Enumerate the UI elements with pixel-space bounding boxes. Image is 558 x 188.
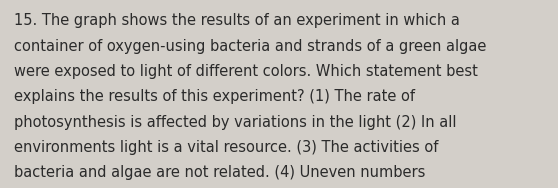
Text: were exposed to light of different colors. Which statement best: were exposed to light of different color…: [14, 64, 478, 79]
Text: photosynthesis is affected by variations in the light (2) In all: photosynthesis is affected by variations…: [14, 115, 456, 130]
Text: bacteria and algae are not related. (4) Uneven numbers: bacteria and algae are not related. (4) …: [14, 165, 425, 180]
Text: environments light is a vital resource. (3) The activities of: environments light is a vital resource. …: [14, 140, 439, 155]
Text: explains the results of this experiment? (1) The rate of: explains the results of this experiment?…: [14, 89, 415, 104]
Text: 15. The graph shows the results of an experiment in which a: 15. The graph shows the results of an ex…: [14, 13, 460, 28]
Text: container of oxygen-using bacteria and strands of a green algae: container of oxygen-using bacteria and s…: [14, 39, 487, 54]
